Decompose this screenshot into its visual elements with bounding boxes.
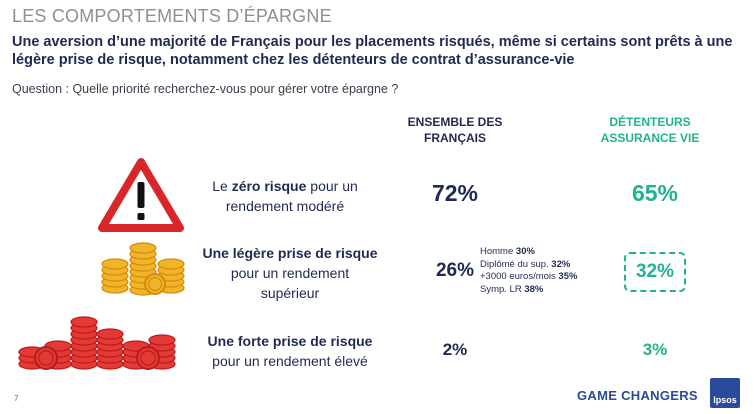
column-header-insurance: DÉTENTEURS ASSURANCE VIE bbox=[585, 114, 715, 146]
red-coin-rim bbox=[140, 350, 156, 366]
game-changers-tagline: GAME CHANGERS bbox=[577, 388, 698, 403]
slide-headline: Une aversion d’une majorité de Français … bbox=[12, 34, 733, 68]
ipsos-logo: Ipsos bbox=[710, 378, 740, 408]
value-all-zero-risk: 72% bbox=[431, 180, 479, 206]
value-all-high-risk: 2% bbox=[442, 340, 468, 359]
row-label-high-risk: Une forte prise de risque pour un rendem… bbox=[190, 331, 390, 371]
value-ins-low-risk: 32% bbox=[635, 261, 675, 282]
column-header-ins-line1: DÉTENTEURS bbox=[609, 115, 691, 129]
column-header-ins-line2: ASSURANCE VIE bbox=[600, 131, 700, 145]
gold-coins-icon bbox=[101, 242, 185, 296]
row1-line2: rendement modéré bbox=[225, 198, 345, 214]
subgroup-line: Symp. LR 38% bbox=[480, 283, 544, 295]
subgroup-line: Homme 30% bbox=[480, 246, 535, 257]
value-all-low-risk: 26% bbox=[435, 260, 475, 281]
row-label-low-risk: Une légère prise de risque pour un rende… bbox=[190, 243, 390, 303]
column-header-all-line2: FRANÇAIS bbox=[424, 131, 486, 145]
value-ins-zero-risk: 65% bbox=[631, 180, 679, 206]
row3-line2: pour un rendement élevé bbox=[212, 353, 368, 369]
low-risk-subgroups: Homme 30% Diplômé du sup. 32% +3000 euro… bbox=[480, 246, 577, 296]
row2-bold: Une légère prise de risque bbox=[202, 245, 378, 261]
row1-pre: Le bbox=[212, 178, 232, 194]
red-stack bbox=[70, 316, 98, 370]
subgroup-line: Diplômé du sup. 32% bbox=[480, 258, 571, 270]
section-kicker: LES COMPORTEMENTS D’ÉPARGNE bbox=[12, 6, 332, 26]
red-coins-icon bbox=[18, 316, 176, 370]
subgroup-line: +3000 euros/mois 35% bbox=[480, 271, 578, 282]
gold-coin-rim bbox=[147, 276, 163, 292]
row3-bold: Une forte prise de risque bbox=[207, 333, 373, 349]
column-header-all: ENSEMBLE DES FRANÇAIS bbox=[395, 114, 515, 146]
row2-line3: supérieur bbox=[260, 285, 320, 301]
warning-triangle-icon bbox=[98, 158, 184, 232]
red-stack bbox=[96, 328, 124, 370]
row1-post: pour un bbox=[306, 178, 358, 194]
page-number: 7 bbox=[14, 394, 19, 403]
highlight-box bbox=[624, 252, 686, 292]
red-coin bbox=[136, 346, 160, 370]
gold-stack bbox=[101, 258, 129, 294]
value-ins-high-risk: 3% bbox=[642, 340, 668, 359]
survey-question: Question : Quelle priorité recherchez-vo… bbox=[12, 82, 399, 96]
row1-bold: zéro risque bbox=[231, 178, 307, 194]
column-header-all-line1: ENSEMBLE DES bbox=[407, 115, 503, 129]
red-coin-rim bbox=[38, 350, 54, 366]
row2-line2: pour un rendement bbox=[230, 265, 350, 281]
red-coin bbox=[34, 346, 58, 370]
row-label-zero-risk: Le zéro risque pour un rendement modéré bbox=[190, 176, 380, 216]
